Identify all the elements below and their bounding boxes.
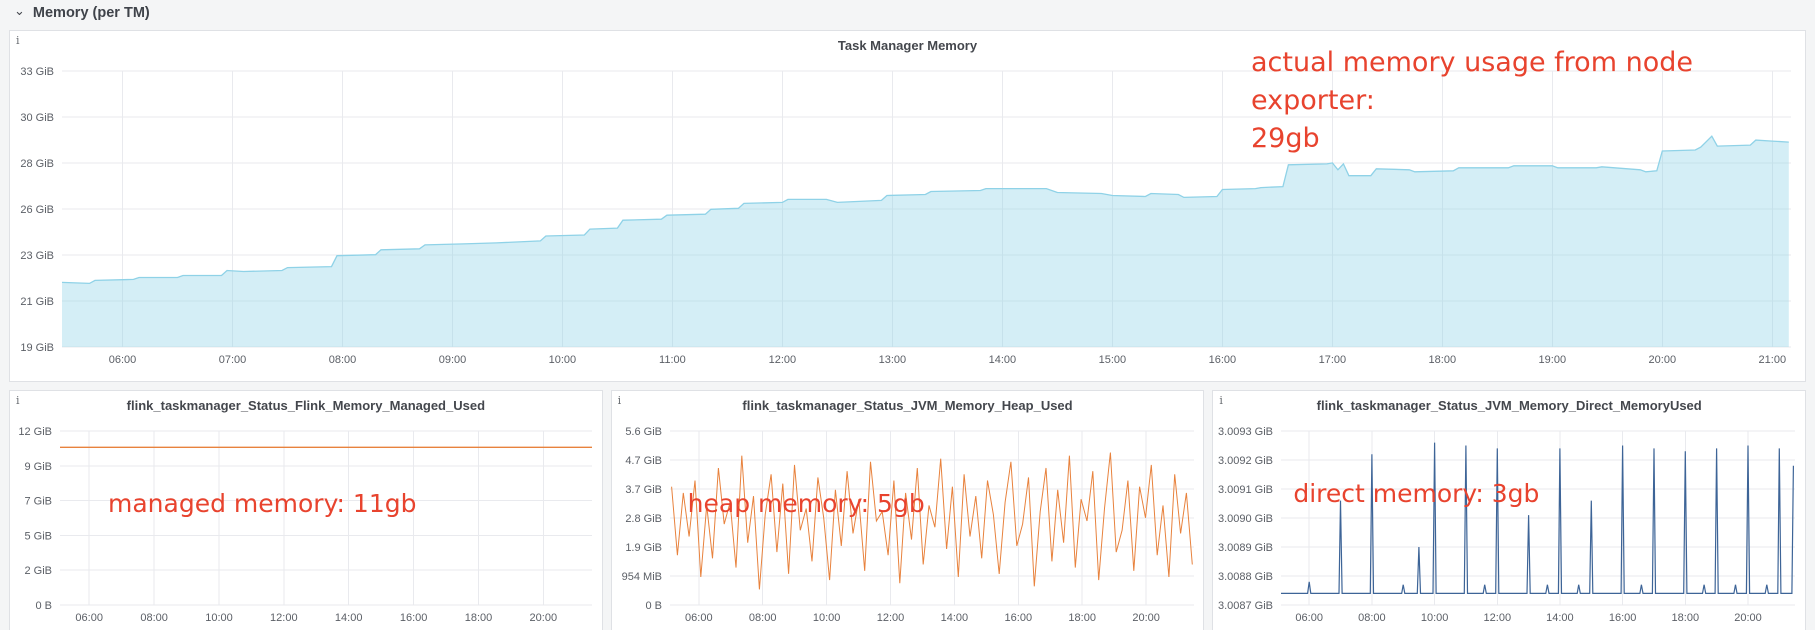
panel-title[interactable]: flink_taskmanager_Status_Flink_Memory_Ma… <box>126 398 486 413</box>
svg-text:21:00: 21:00 <box>1759 354 1787 366</box>
svg-text:20:00: 20:00 <box>1132 612 1160 624</box>
svg-text:10:00: 10:00 <box>1421 612 1449 624</box>
svg-text:06:00: 06:00 <box>75 612 103 624</box>
svg-text:12:00: 12:00 <box>769 354 797 366</box>
svg-text:5.6 GiB: 5.6 GiB <box>625 426 662 438</box>
direct-memory-chart[interactable]: 06:00 08:00 10:00 12:00 14:00 16:00 18:00 20:00… <box>1213 417 1805 630</box>
section-title: Memory (per TM) <box>32 5 150 21</box>
info-icon[interactable]: i <box>1219 394 1223 407</box>
bottom-row: i flink_taskmanager_Status_Flink_Memory_… <box>9 390 1807 630</box>
panel-managed-memory: i flink_taskmanager_Status_Flink_Memory_… <box>9 390 603 630</box>
svg-text:33 GiB: 33 GiB <box>20 66 54 78</box>
info-icon[interactable]: i <box>16 394 20 407</box>
svg-text:26 GiB: 26 GiB <box>20 204 54 216</box>
svg-text:28 GiB: 28 GiB <box>20 158 54 170</box>
svg-text:3.0088 GiB: 3.0088 GiB <box>1218 571 1273 583</box>
row-header-memory-per-tm[interactable]: ⌄ Memory (per TM) <box>0 0 1815 26</box>
svg-text:09:00: 09:00 <box>439 354 467 366</box>
svg-text:10:00: 10:00 <box>549 354 577 366</box>
panel-title[interactable]: Task Manager Memory <box>837 38 978 53</box>
svg-text:3.0089 GiB: 3.0089 GiB <box>1218 542 1273 554</box>
svg-text:06:00: 06:00 <box>685 612 713 624</box>
svg-text:954 MiB: 954 MiB <box>621 571 661 583</box>
svg-text:06:00: 06:00 <box>1296 612 1324 624</box>
svg-text:1.9 GiB: 1.9 GiB <box>625 542 662 554</box>
heap-memory-chart[interactable]: 06:00 08:00 10:00 12:00 14:00 16:00 18:00 20:00… <box>612 417 1204 630</box>
svg-text:2 GiB: 2 GiB <box>24 565 52 577</box>
svg-text:3.0090 GiB: 3.0090 GiB <box>1218 513 1273 525</box>
panel-title[interactable]: flink_taskmanager_Status_JVM_Memory_Heap… <box>742 398 1073 413</box>
svg-text:23 GiB: 23 GiB <box>20 250 54 262</box>
info-icon[interactable]: i <box>617 394 622 407</box>
svg-text:0 B: 0 B <box>35 600 52 612</box>
svg-text:14:00: 14:00 <box>940 612 968 624</box>
panel-heap-memory: i flink_taskmanager_Status_JVM_Memory_He… <box>610 390 1205 630</box>
svg-text:18:00: 18:00 <box>1068 612 1096 624</box>
chevron-down-icon[interactable]: ⌄ <box>14 3 25 18</box>
svg-text:12:00: 12:00 <box>876 612 904 624</box>
panel-title[interactable]: flink_taskmanager_Status_JVM_Memory_Dire… <box>1316 398 1702 413</box>
svg-text:07:00: 07:00 <box>219 354 247 366</box>
svg-text:18:00: 18:00 <box>1429 354 1457 366</box>
svg-text:30 GiB: 30 GiB <box>20 112 54 124</box>
svg-text:18:00: 18:00 <box>465 612 493 624</box>
svg-text:10:00: 10:00 <box>205 612 233 624</box>
svg-text:14:00: 14:00 <box>989 354 1017 366</box>
svg-text:16:00: 16:00 <box>1209 354 1237 366</box>
svg-text:18:00: 18:00 <box>1672 612 1700 624</box>
svg-text:10:00: 10:00 <box>813 612 841 624</box>
svg-text:13:00: 13:00 <box>879 354 907 366</box>
svg-text:5 GiB: 5 GiB <box>24 530 52 542</box>
svg-text:08:00: 08:00 <box>140 612 168 624</box>
svg-text:3.0093 GiB: 3.0093 GiB <box>1218 426 1273 438</box>
svg-text:20:00: 20:00 <box>1649 354 1677 366</box>
info-icon[interactable]: i <box>16 34 20 47</box>
svg-text:12 GiB: 12 GiB <box>18 426 52 438</box>
svg-text:16:00: 16:00 <box>1004 612 1032 624</box>
svg-text:06:00: 06:00 <box>109 354 137 366</box>
svg-text:3.7 GiB: 3.7 GiB <box>625 484 662 496</box>
svg-text:2.8 GiB: 2.8 GiB <box>625 513 662 525</box>
managed-memory-chart[interactable]: 06:00 08:00 10:00 12:00 14:00 16:00 18:00 20:00… <box>10 417 602 630</box>
svg-text:0 B: 0 B <box>645 600 662 612</box>
svg-text:4.7 GiB: 4.7 GiB <box>625 455 662 467</box>
svg-text:14:00: 14:00 <box>1546 612 1574 624</box>
svg-text:08:00: 08:00 <box>749 612 777 624</box>
svg-text:21 GiB: 21 GiB <box>20 296 54 308</box>
svg-text:9 GiB: 9 GiB <box>24 461 52 473</box>
svg-text:14:00: 14:00 <box>335 612 363 624</box>
svg-text:12:00: 12:00 <box>1484 612 1512 624</box>
svg-text:3.0087 GiB: 3.0087 GiB <box>1218 600 1273 612</box>
svg-text:12:00: 12:00 <box>270 612 298 624</box>
svg-text:20:00: 20:00 <box>1735 612 1763 624</box>
svg-text:16:00: 16:00 <box>1609 612 1637 624</box>
svg-text:20:00: 20:00 <box>530 612 558 624</box>
svg-text:16:00: 16:00 <box>400 612 428 624</box>
svg-text:15:00: 15:00 <box>1099 354 1127 366</box>
svg-text:11:00: 11:00 <box>659 354 686 366</box>
svg-text:3.0092 GiB: 3.0092 GiB <box>1218 455 1273 467</box>
task-manager-memory-chart[interactable]: 06:00 07:00 08:00 09:00 10:00 11:00 12:00 13:00… <box>10 57 1805 381</box>
svg-text:08:00: 08:00 <box>329 354 357 366</box>
svg-text:7 GiB: 7 GiB <box>24 496 52 508</box>
svg-text:19:00: 19:00 <box>1539 354 1567 366</box>
svg-text:19 GiB: 19 GiB <box>20 342 54 354</box>
panel-direct-memory: i flink_taskmanager_Status_JVM_Memory_Di… <box>1212 390 1807 630</box>
panel-task-manager-memory: i Task Manager Memory actual memory usag… <box>9 30 1806 382</box>
svg-text:3.0091 GiB: 3.0091 GiB <box>1218 484 1273 496</box>
svg-text:08:00: 08:00 <box>1358 612 1386 624</box>
svg-text:17:00: 17:00 <box>1319 354 1347 366</box>
